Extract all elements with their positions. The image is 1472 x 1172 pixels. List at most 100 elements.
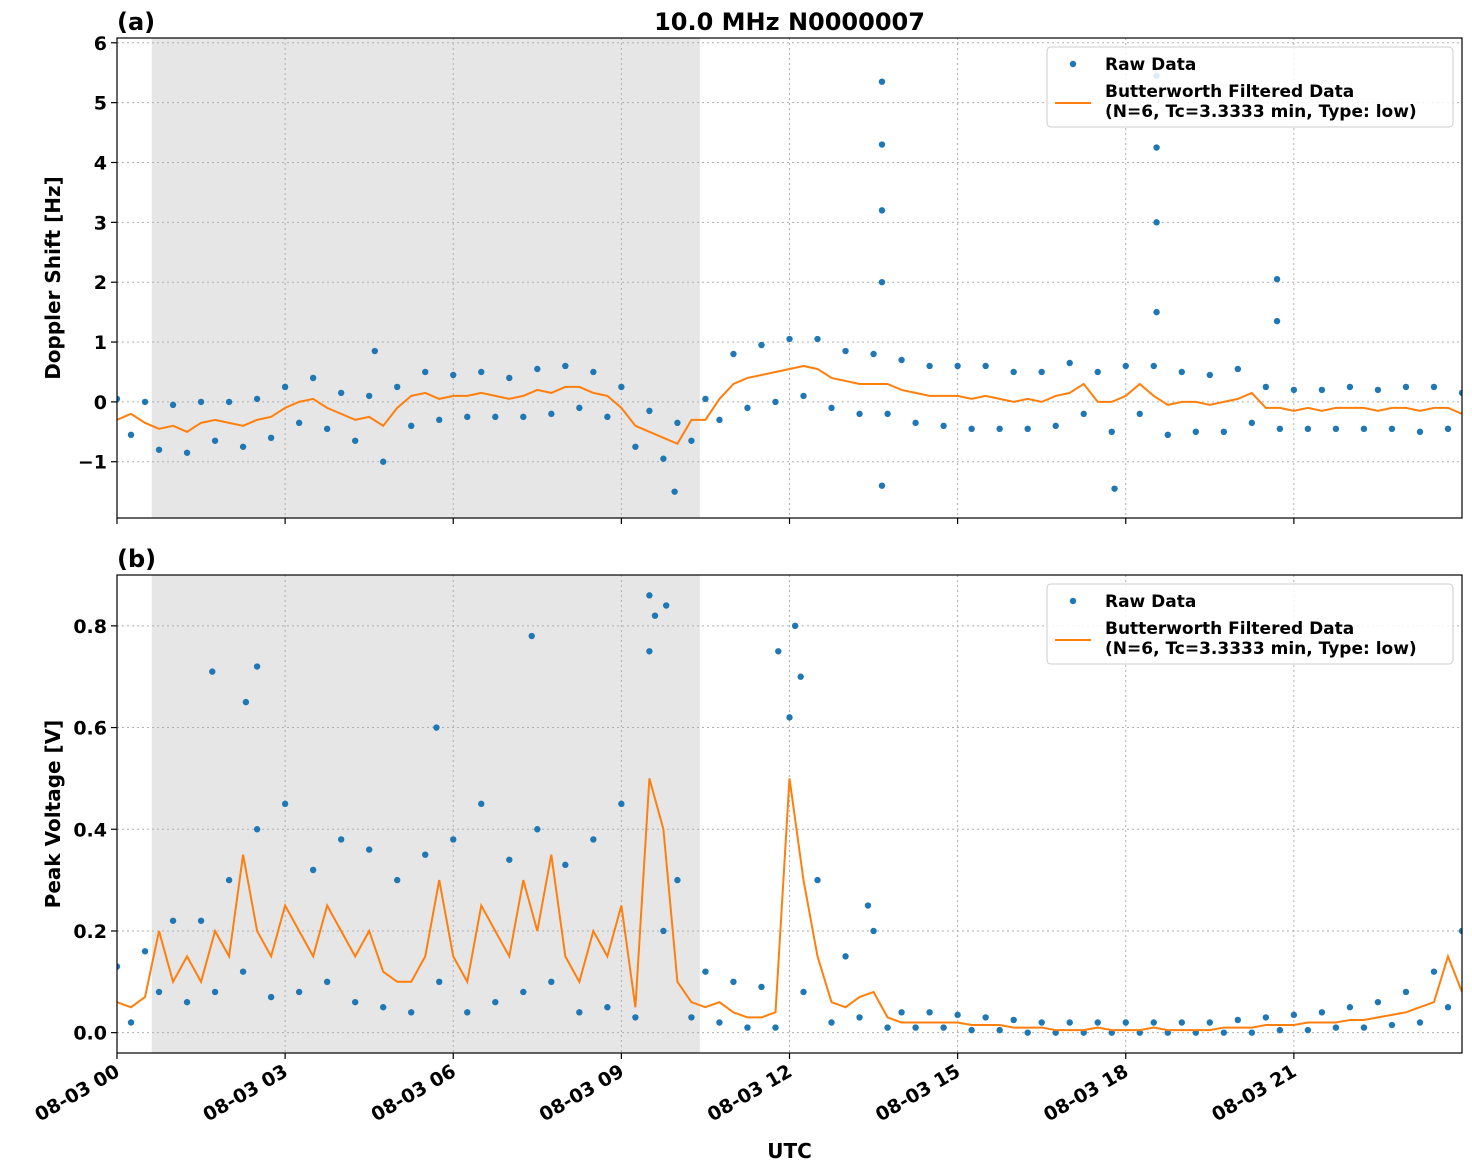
raw-point: [197, 917, 205, 924]
shaded-span: [151, 38, 700, 518]
x-tick-label: 08-03 06: [367, 1060, 459, 1126]
chart-title: 10.0 MHz N0000007: [654, 8, 925, 36]
raw-point: [1220, 428, 1228, 436]
x-axis-label: UTC: [767, 1139, 812, 1163]
legend-label: Raw Data: [1105, 592, 1196, 612]
raw-point: [1444, 1004, 1452, 1011]
raw-point: [450, 371, 457, 379]
raw-point: [337, 389, 345, 397]
raw-point: [1248, 1029, 1256, 1036]
raw-point: [1150, 1019, 1157, 1026]
raw-point: [464, 413, 471, 421]
raw-point: [926, 1009, 933, 1016]
raw-point: [1402, 988, 1410, 996]
raw-point: [267, 993, 275, 1001]
raw-point: [253, 663, 261, 670]
raw-point: [1024, 1029, 1031, 1036]
raw-point: [548, 410, 555, 418]
raw-point: [702, 395, 709, 403]
raw-point: [408, 1009, 415, 1016]
raw-point: [1388, 1021, 1396, 1029]
raw-point: [1374, 386, 1382, 394]
raw-point: [1234, 365, 1242, 373]
raw-point: [604, 1004, 611, 1011]
raw-point: [562, 861, 569, 869]
filtered-line: [117, 778, 1462, 1032]
x-tick-label: 08-03 03: [199, 1060, 291, 1126]
raw-point: [422, 851, 429, 858]
raw-point: [744, 404, 751, 412]
raw-point: [1206, 1019, 1214, 1026]
raw-point: [590, 368, 597, 376]
raw-point: [1360, 425, 1368, 433]
raw-point: [791, 622, 799, 630]
legend-label: Butterworth Filtered Data (N=6, Tc=3.3333…: [1105, 619, 1417, 659]
raw-point: [1010, 1016, 1017, 1024]
raw-point: [926, 362, 933, 370]
raw-point: [562, 362, 569, 370]
y-tick-label: 0.2: [73, 921, 107, 943]
raw-point: [183, 449, 191, 456]
raw-point: [604, 413, 611, 421]
raw-point: [842, 953, 849, 960]
raw-point: [968, 425, 975, 433]
raw-point: [492, 413, 499, 421]
raw-point: [688, 1014, 695, 1021]
raw-point: [954, 362, 961, 370]
raw-point: [1052, 422, 1059, 430]
raw-point: [1273, 317, 1281, 325]
legend-box: [1046, 46, 1454, 128]
raw-point: [996, 1026, 1003, 1034]
y-tick-label: 0: [94, 392, 107, 414]
y-tick-label: 0.0: [73, 1023, 107, 1045]
raw-point: [800, 392, 807, 400]
raw-point: [1220, 1029, 1228, 1036]
raw-point: [1192, 428, 1200, 436]
raw-point: [814, 876, 821, 884]
raw-point: [408, 422, 415, 430]
raw-point: [295, 988, 303, 996]
raw-point: [660, 927, 667, 935]
raw-point: [209, 668, 216, 675]
raw-point: [1094, 1019, 1101, 1026]
raw-point: [1178, 368, 1185, 376]
raw-point: [856, 1014, 863, 1021]
raw-point: [884, 410, 891, 418]
raw-point: [1346, 1004, 1354, 1011]
legend-box: [1046, 583, 1454, 665]
legend-marker: [1069, 597, 1077, 605]
raw-point: [528, 632, 535, 640]
raw-point: [117, 395, 121, 403]
raw-point: [1430, 968, 1438, 975]
raw-point: [1038, 368, 1045, 376]
y-axis-label: Peak Voltage [V]: [41, 720, 65, 909]
y-tick-label: 4: [94, 152, 107, 174]
raw-point: [478, 800, 485, 808]
raw-point: [1010, 368, 1017, 376]
raw-point: [730, 978, 737, 986]
raw-point: [1262, 1014, 1270, 1021]
raw-point: [337, 836, 345, 843]
raw-point: [1444, 425, 1452, 433]
legend-line-text: Butterworth Filtered Data: [1105, 619, 1354, 639]
raw-point: [814, 335, 821, 343]
raw-point: [1416, 428, 1424, 436]
raw-point: [309, 374, 317, 382]
raw-point: [1304, 425, 1312, 433]
raw-point: [646, 407, 653, 415]
raw-point: [1318, 1009, 1326, 1016]
raw-point: [520, 413, 527, 421]
raw-point: [281, 800, 289, 808]
raw-point: [870, 927, 877, 935]
raw-point: [436, 416, 443, 424]
raw-point: [674, 876, 681, 884]
raw-point: [954, 1011, 961, 1019]
raw-point: [169, 917, 177, 924]
raw-point: [651, 612, 659, 619]
raw-point: [1094, 368, 1101, 376]
raw-point: [548, 978, 555, 986]
raw-point: [864, 902, 872, 909]
raw-point: [702, 968, 709, 975]
raw-point: [744, 1024, 751, 1031]
raw-point: [1262, 383, 1270, 391]
